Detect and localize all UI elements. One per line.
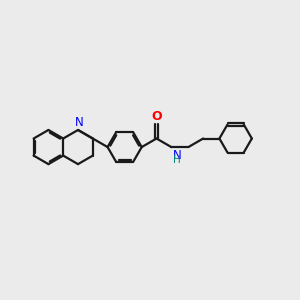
Text: N: N	[74, 116, 83, 129]
Text: O: O	[151, 110, 162, 122]
Text: N: N	[173, 149, 182, 162]
Text: H: H	[173, 155, 181, 165]
